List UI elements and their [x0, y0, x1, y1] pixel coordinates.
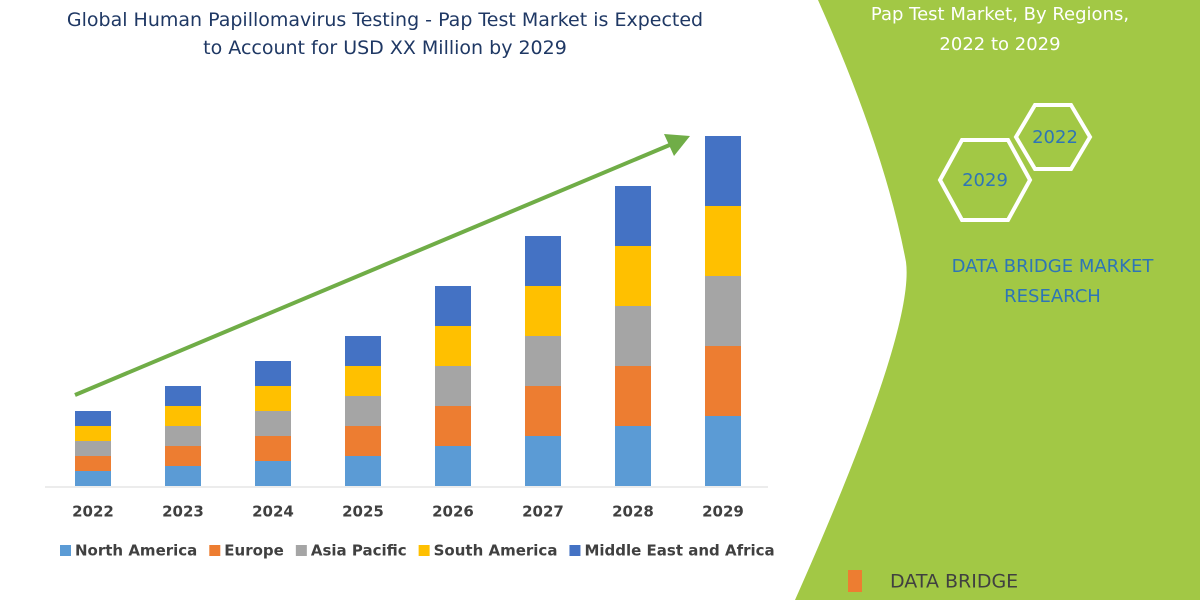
x-tick-label: 2026: [432, 503, 474, 521]
bar-segment: [525, 386, 561, 436]
side-panel: [795, 0, 1200, 600]
bar-segment: [435, 446, 471, 486]
legend-swatch: [295, 545, 307, 556]
legend-label: Asia Pacific: [311, 542, 407, 560]
bar-segment: [705, 276, 741, 346]
x-tick-label: 2027: [522, 503, 564, 521]
bar-segment: [705, 346, 741, 416]
bar-segment: [345, 366, 381, 396]
hex-label: 2022: [1032, 127, 1078, 148]
bar-segment: [435, 366, 471, 406]
x-tick-label: 2022: [72, 503, 114, 521]
bar-segment: [255, 386, 291, 411]
bar-segment: [165, 426, 201, 446]
bar-segment: [255, 361, 291, 386]
x-tick-label: 2023: [162, 503, 204, 521]
panel-title-box: Pap Test Market, By Regions, 2022 to 202…: [870, 4, 1130, 55]
title-box: Global Human Papillomavirus Testing - Pa…: [66, 9, 704, 59]
legend-swatch: [418, 545, 430, 556]
bar-segment: [345, 456, 381, 486]
bar-segment: [75, 471, 111, 486]
bar-segment: [525, 436, 561, 486]
bar-segment: [75, 426, 111, 441]
bar-segment: [165, 466, 201, 486]
bar-segment: [525, 336, 561, 386]
bar-segment: [255, 461, 291, 486]
bar-segment: [345, 426, 381, 456]
bar-segment: [255, 436, 291, 461]
legend-label: North America: [75, 542, 197, 560]
trend-arrow: [74, 142, 673, 397]
logo-icon: [848, 570, 862, 592]
logo-text: DATA BRIDGE: [890, 571, 1018, 593]
bar-segment: [75, 456, 111, 471]
bar-segment: [255, 411, 291, 436]
legend-label: Middle East and Africa: [584, 542, 774, 560]
bar-segment: [165, 386, 201, 406]
bar-segment: [615, 246, 651, 306]
bar-segment: [705, 206, 741, 276]
chart-title: Global Human Papillomavirus Testing - Pa…: [66, 9, 704, 59]
legend-swatch: [209, 545, 221, 556]
bar-segment: [75, 441, 111, 456]
bar-segment: [615, 186, 651, 246]
arrow-head: [664, 134, 690, 156]
bar-segment: [615, 306, 651, 366]
hex-label: 2029: [962, 170, 1008, 191]
brand-text: DATA BRIDGE MARKET RESEARCH: [951, 256, 1154, 307]
hexagon: [937, 138, 1033, 222]
x-tick-label: 2029: [702, 503, 744, 521]
brand-box: DATA BRIDGE MARKET RESEARCH: [951, 256, 1154, 307]
bar-segment: [705, 416, 741, 486]
legend-label: South America: [434, 542, 558, 560]
legend-swatch: [60, 545, 71, 556]
bar-segment: [165, 446, 201, 466]
bar-segment: [525, 286, 561, 336]
bar-segment: [615, 426, 651, 486]
bar-segment: [345, 396, 381, 426]
bar-segment: [525, 236, 561, 286]
legend-label: Europe: [224, 542, 284, 560]
x-tick-label: 2025: [342, 503, 384, 521]
hexagon: [1013, 103, 1093, 171]
bar-segment: [615, 366, 651, 426]
bar-segment: [435, 406, 471, 446]
bar-segment: [75, 411, 111, 426]
x-tick-label: 2024: [252, 503, 294, 521]
legend-swatch: [569, 545, 581, 556]
panel-title: Pap Test Market, By Regions, 2022 to 202…: [870, 4, 1130, 55]
x-tick-label: 2028: [612, 503, 654, 521]
bars: [75, 136, 741, 486]
bar-segment: [345, 336, 381, 366]
bar-segment: [435, 286, 471, 326]
bar-segment: [435, 326, 471, 366]
bar-segment: [165, 406, 201, 426]
bar-segment: [705, 136, 741, 206]
